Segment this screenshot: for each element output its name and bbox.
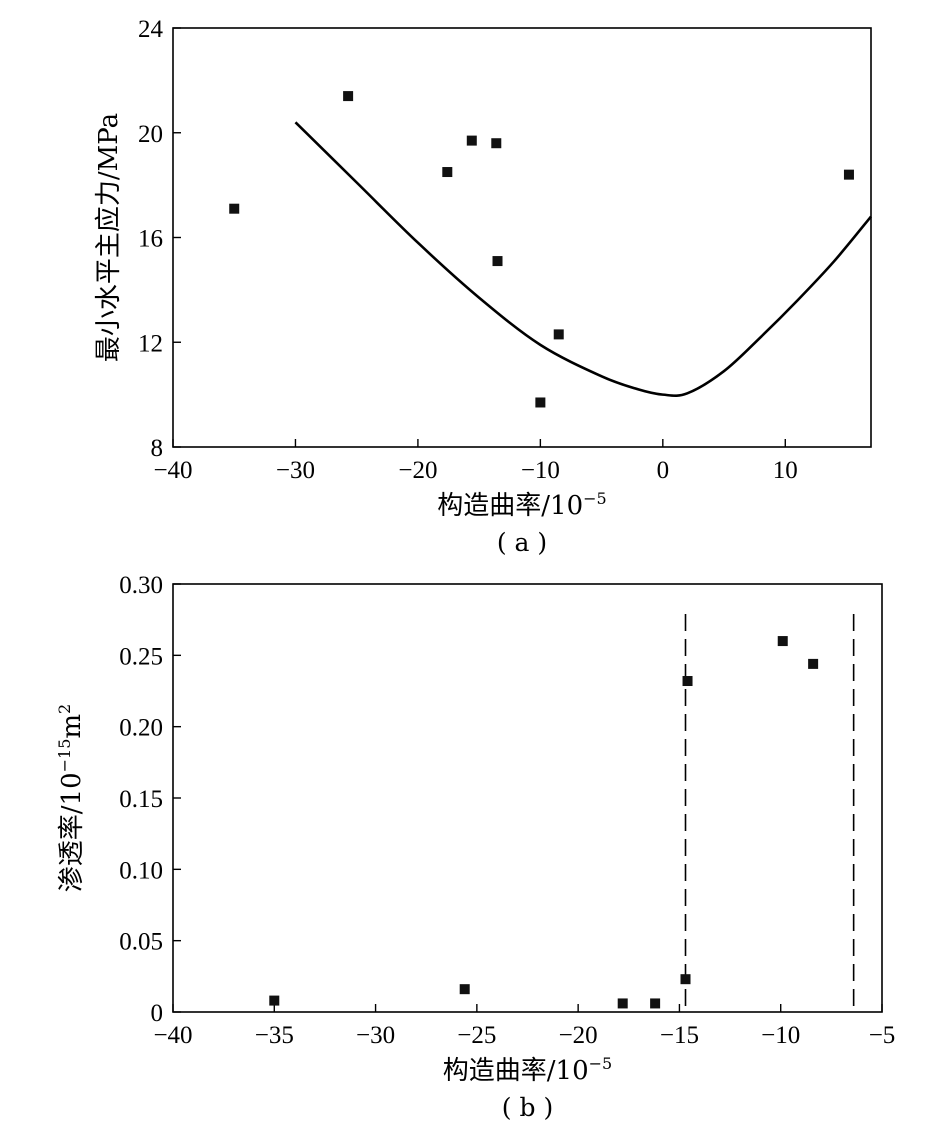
chart-a-ticks: −40 −30 −20 −10 0 10 8 12 16 20 24	[138, 16, 798, 484]
a-point	[466, 135, 477, 146]
chart-a-fit-curve	[294, 121, 873, 397]
b-point	[777, 636, 788, 647]
chart-b-ticks: −40 −35 −30 −25 −20 −15 −10 −5 0 0.05 0.10 0.15 0.20…	[119, 572, 895, 1049]
a-x-tick-label: 10	[773, 457, 798, 484]
b-y-tick-label: 0.20	[119, 715, 163, 742]
b-y-tick-label: 0.25	[119, 643, 163, 670]
a-point	[491, 138, 502, 149]
chart-b-points	[269, 636, 819, 1009]
chart-a-panel-label: ( a )	[497, 528, 547, 557]
b-x-tick-label: −5	[869, 1022, 896, 1049]
chart-b-frame	[172, 583, 883, 1013]
a-point	[553, 329, 564, 340]
chart-a-y-axis-label: 最小水平主应力/MPa	[94, 113, 124, 362]
chart-b: −40 −35 −30 −25 −20 −15 −10 −5 0 0.05 0.10 0.15 0.20…	[55, 572, 895, 1122]
b-y-tick-label: 0.10	[119, 857, 163, 884]
chart-a-x-axis-label: 构造曲率/10−5	[437, 489, 606, 521]
b-x-tick-label: −25	[457, 1022, 496, 1049]
b-x-tick-label: −15	[660, 1022, 699, 1049]
b-x-tick-label: −40	[153, 1022, 192, 1049]
b-point	[680, 974, 691, 985]
a-y-tick-label: 12	[138, 330, 163, 357]
b-point	[682, 676, 693, 687]
b-x-tick-label: −10	[761, 1022, 800, 1049]
chart-b-y-axis-label: 渗透率/10−15m2	[55, 704, 87, 892]
chart-b-x-axis-label: 构造曲率/10−5	[443, 1054, 612, 1086]
a-x-tick-label: −40	[153, 457, 192, 484]
a-y-tick-label: 24	[138, 16, 164, 43]
b-point	[617, 998, 628, 1009]
a-x-tick-label: −30	[276, 457, 315, 484]
b-point	[459, 984, 470, 995]
chart-b-dashed-lines	[684, 614, 855, 1012]
a-y-tick-label: 20	[138, 121, 163, 148]
a-point	[343, 91, 354, 102]
b-y-tick-label: 0.30	[119, 572, 163, 599]
b-x-tick-label: −20	[559, 1022, 598, 1049]
a-x-tick-label: 0	[657, 457, 670, 484]
b-x-tick-label: −30	[356, 1022, 395, 1049]
a-point	[442, 167, 453, 178]
b-point	[650, 998, 661, 1009]
chart-a-points	[229, 91, 854, 408]
a-x-tick-label: −20	[398, 457, 437, 484]
b-y-tick-label: 0.15	[119, 786, 163, 813]
a-y-tick-label: 8	[151, 435, 164, 462]
chart-a-frame	[172, 27, 872, 448]
b-x-tick-label: −35	[255, 1022, 294, 1049]
b-y-tick-label: 0.05	[119, 929, 163, 956]
b-point	[808, 658, 819, 669]
b-point	[269, 995, 280, 1006]
chart-a: −40 −30 −20 −10 0 10 8 12 16 20 24 构造曲率/10−5 最小水平主…	[94, 16, 873, 557]
a-point	[843, 169, 854, 180]
a-y-tick-label: 16	[138, 226, 163, 253]
a-point	[492, 256, 503, 267]
a-point	[229, 203, 240, 214]
b-y-tick-label: 0	[151, 1000, 164, 1027]
a-x-tick-label: −10	[521, 457, 560, 484]
a-point	[535, 397, 546, 408]
chart-b-panel-label: ( b )	[502, 1093, 553, 1122]
